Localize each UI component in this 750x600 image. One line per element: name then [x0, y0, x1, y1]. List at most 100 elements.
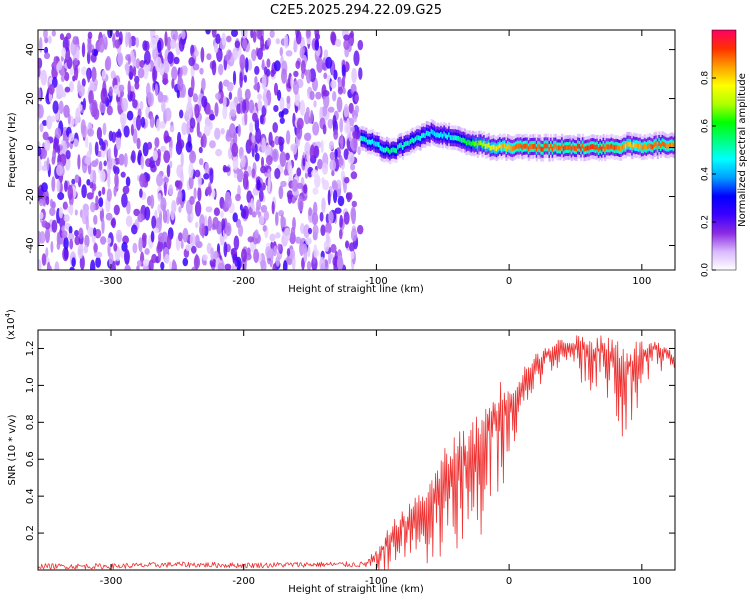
noise-cell	[320, 140, 324, 153]
noise-cell	[93, 242, 98, 253]
colorbar-tick-label: 0.0	[701, 263, 711, 278]
noise-cell	[169, 160, 173, 169]
noise-cell	[74, 229, 79, 237]
signal-cell	[440, 132, 443, 137]
noise-cell	[350, 30, 354, 39]
noise-cell	[113, 243, 118, 252]
noise-cell	[78, 103, 83, 112]
signal-cell	[491, 145, 494, 151]
noise-cell	[44, 139, 51, 152]
noise-cell	[64, 180, 68, 193]
signal-cell	[519, 143, 522, 149]
noise-cell	[40, 147, 48, 160]
noise-cell	[332, 114, 337, 128]
noise-cell	[273, 105, 279, 112]
noise-cell	[209, 140, 216, 149]
noise-cell	[156, 173, 163, 187]
signal-cell	[629, 142, 632, 148]
noise-cell	[85, 215, 89, 231]
noise-cell	[63, 214, 70, 223]
signal-cell	[527, 146, 530, 152]
y-tick-label: 1.0	[25, 377, 36, 393]
noise-cell	[126, 200, 131, 215]
noise-cell	[240, 30, 248, 39]
noise-cell	[245, 57, 249, 73]
noise-cell	[110, 70, 116, 80]
signal-cell	[362, 136, 365, 142]
signal-cell	[586, 145, 589, 151]
signal-cell	[564, 145, 567, 151]
noise-cell	[89, 182, 94, 189]
signal-cell	[556, 145, 559, 151]
noise-cell	[48, 84, 55, 95]
noise-cell	[279, 47, 283, 57]
noise-cell	[252, 30, 257, 43]
noise-cell	[222, 104, 228, 120]
noise-cell	[181, 30, 186, 40]
snr-multiplier-base: (x10	[6, 317, 17, 340]
noise-cell	[105, 212, 113, 221]
noise-cell	[38, 57, 43, 69]
noise-cell	[334, 148, 338, 159]
noise-cell	[125, 31, 129, 48]
noise-cell	[101, 69, 107, 80]
noise-cell	[311, 212, 319, 226]
noise-cell	[330, 80, 337, 89]
noise-cell	[68, 225, 73, 235]
signal-cell	[640, 145, 643, 151]
noise-cell	[270, 248, 274, 261]
signal-cell	[636, 143, 639, 148]
signal-cell	[513, 145, 516, 151]
noise-cell	[151, 215, 157, 229]
noise-cell	[41, 253, 47, 266]
noise-cell	[345, 240, 349, 249]
noise-cell	[191, 245, 197, 254]
noise-cell	[169, 125, 175, 133]
signal-cell	[429, 131, 432, 137]
noise-cell	[87, 68, 91, 83]
noise-cell	[257, 93, 263, 101]
signal-cell	[596, 144, 599, 150]
noise-cell	[254, 152, 260, 162]
noise-cell	[277, 243, 282, 252]
noise-cell	[323, 240, 330, 252]
signal-cell	[610, 143, 613, 149]
noise-cell	[45, 247, 49, 258]
noise-cell	[323, 49, 329, 59]
noise-cell	[69, 238, 74, 250]
noise-cell	[314, 174, 321, 188]
noise-cell	[123, 125, 130, 138]
signal-cell	[478, 140, 481, 146]
noise-cell	[203, 124, 211, 137]
noise-cell	[309, 144, 315, 161]
noise-cell	[262, 225, 267, 232]
signal-cell	[651, 144, 655, 150]
noise-cell	[160, 197, 167, 212]
noise-cell	[200, 47, 205, 63]
noise-cell	[293, 70, 299, 78]
signal-cell	[406, 140, 409, 146]
noise-cell	[157, 192, 162, 202]
noise-cell	[297, 195, 304, 212]
noise-cell	[273, 82, 279, 96]
noise-cell	[332, 181, 338, 191]
signal-cell	[403, 142, 406, 147]
noise-cell	[95, 158, 99, 165]
signal-cell	[613, 145, 616, 151]
signal-cell	[401, 145, 405, 150]
signal-cell	[524, 143, 527, 149]
noise-cell	[132, 242, 138, 254]
noise-cell	[271, 201, 275, 215]
noise-cell	[357, 39, 364, 51]
noise-cell	[95, 256, 101, 268]
signal-cell	[370, 139, 373, 145]
noise-cell	[256, 179, 261, 191]
noise-cell	[91, 99, 98, 116]
noise-cell	[288, 164, 293, 180]
noise-cell	[185, 141, 193, 153]
noise-cell	[258, 215, 265, 225]
signal-cell	[548, 146, 551, 152]
noise-cell	[260, 204, 268, 213]
signal-cell	[436, 132, 440, 138]
